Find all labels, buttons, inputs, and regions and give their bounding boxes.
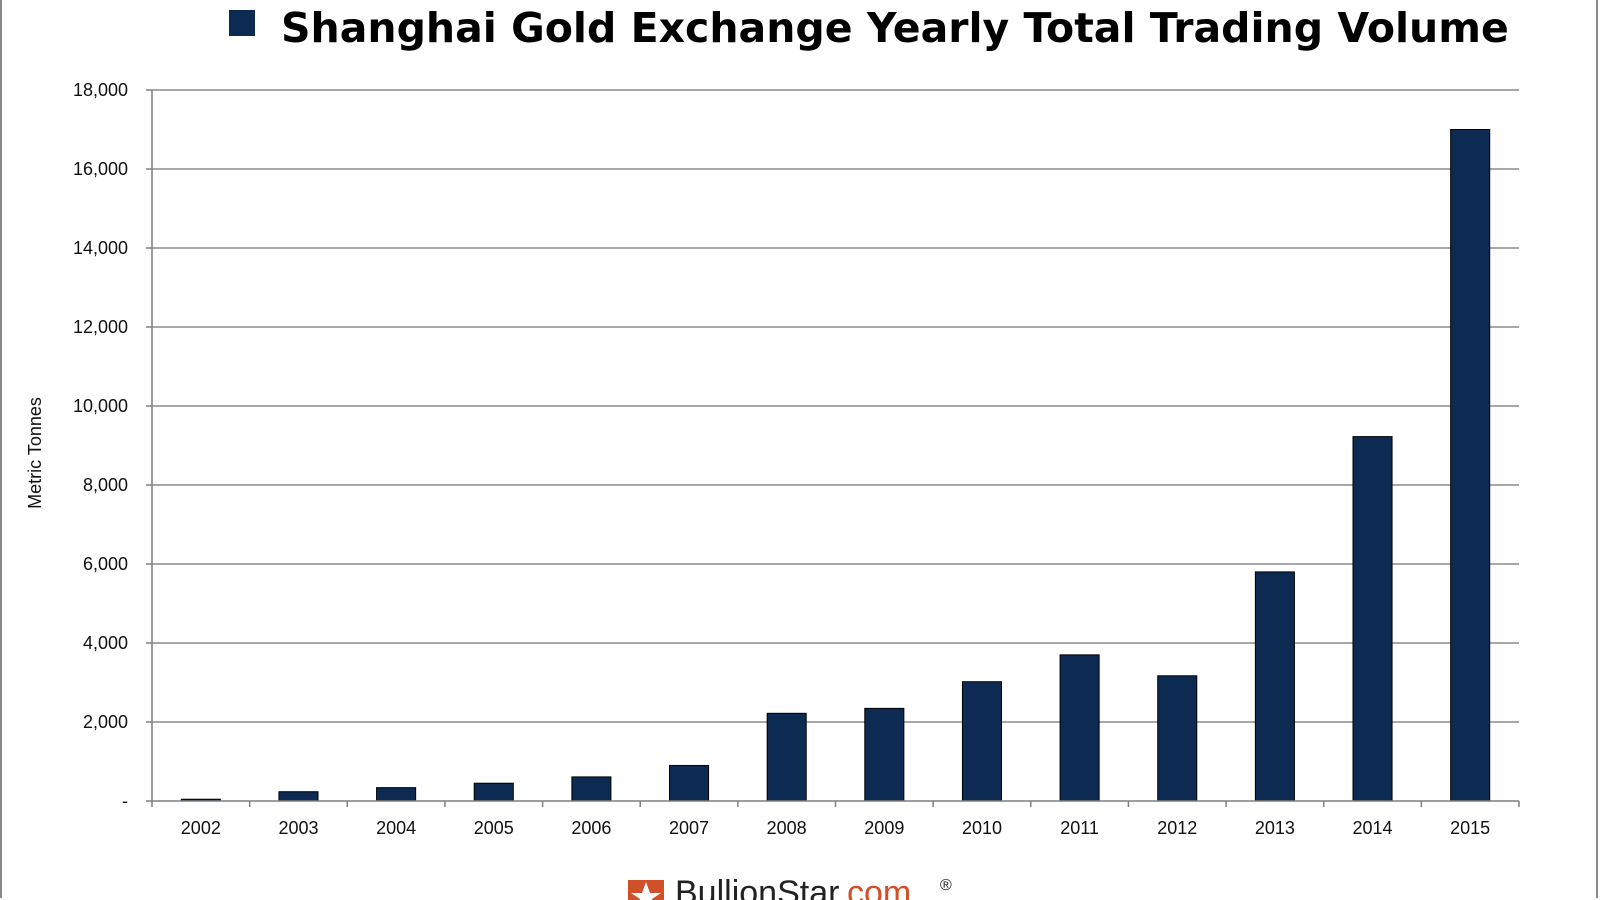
x-tick-label: 2007 bbox=[669, 818, 709, 838]
y-tick-label: 2,000 bbox=[83, 712, 128, 732]
brand-logo: BullionStar.com ® bbox=[628, 874, 952, 900]
bar-2005 bbox=[473, 782, 514, 802]
y-tick-label: 10,000 bbox=[73, 396, 128, 416]
bar-2011 bbox=[1059, 654, 1100, 802]
x-tick-labels: 2002 2003 2004 2005 2006 2007 2008 2009 2010 2011… bbox=[181, 818, 1490, 838]
y-tick-label: 6,000 bbox=[83, 554, 128, 574]
x-tick-label: 2003 bbox=[278, 818, 318, 838]
x-tick-label: 2014 bbox=[1353, 818, 1393, 838]
y-tick-label: 8,000 bbox=[83, 475, 128, 495]
chart-title: Shanghai Gold Exchange Yearly Total Trad… bbox=[281, 4, 1509, 52]
x-tick-label: 2009 bbox=[864, 818, 904, 838]
bar-2014 bbox=[1352, 436, 1393, 802]
x-tick-label: 2002 bbox=[181, 818, 221, 838]
bar-2008 bbox=[766, 712, 807, 802]
y-tick-label: 14,000 bbox=[73, 238, 128, 258]
brand-name: BullionStar bbox=[675, 874, 839, 900]
bar-2013 bbox=[1254, 571, 1295, 802]
y-tick-label: 18,000 bbox=[73, 80, 128, 100]
legend-swatch bbox=[229, 10, 255, 36]
x-tick-label: 2005 bbox=[474, 818, 514, 838]
bar-2007 bbox=[669, 764, 710, 802]
star-icon bbox=[628, 880, 664, 900]
x-tick-label: 2008 bbox=[767, 818, 807, 838]
bar-2010 bbox=[961, 681, 1002, 802]
y-tick-label: 16,000 bbox=[73, 159, 128, 179]
bar-2006 bbox=[571, 776, 612, 802]
x-tick-label: 2012 bbox=[1157, 818, 1197, 838]
x-tick-label: 2013 bbox=[1255, 818, 1295, 838]
x-axis bbox=[151, 90, 1520, 807]
bars bbox=[180, 129, 1491, 802]
x-tick-label: 2004 bbox=[376, 818, 416, 838]
y-tick-label: 4,000 bbox=[83, 633, 128, 653]
x-tick-label: 2015 bbox=[1450, 818, 1490, 838]
brand-domain: .com bbox=[838, 874, 912, 900]
x-tick-label: 2006 bbox=[571, 818, 611, 838]
bar-2009 bbox=[864, 707, 905, 802]
registered-mark: ® bbox=[940, 877, 952, 894]
y-axis-label: Metric Tonnes bbox=[25, 397, 45, 509]
x-tick-label: 2010 bbox=[962, 818, 1002, 838]
x-tick-label: 2011 bbox=[1060, 818, 1099, 838]
y-tick-labels: - 2,000 4,000 6,000 8,000 10,000 12,000 14,000 1… bbox=[73, 80, 128, 811]
svg-text:BullionStar.com: BullionStar.com bbox=[675, 874, 911, 900]
bar-2003 bbox=[278, 791, 319, 802]
chart-legend: Shanghai Gold Exchange Yearly Total Trad… bbox=[229, 4, 1509, 52]
gridlines bbox=[146, 89, 1519, 802]
y-tick-label: - bbox=[122, 791, 128, 811]
bar-2004 bbox=[376, 787, 417, 802]
y-tick-label: 12,000 bbox=[73, 317, 128, 337]
bar-2015 bbox=[1450, 129, 1491, 802]
bar-2012 bbox=[1157, 675, 1198, 802]
